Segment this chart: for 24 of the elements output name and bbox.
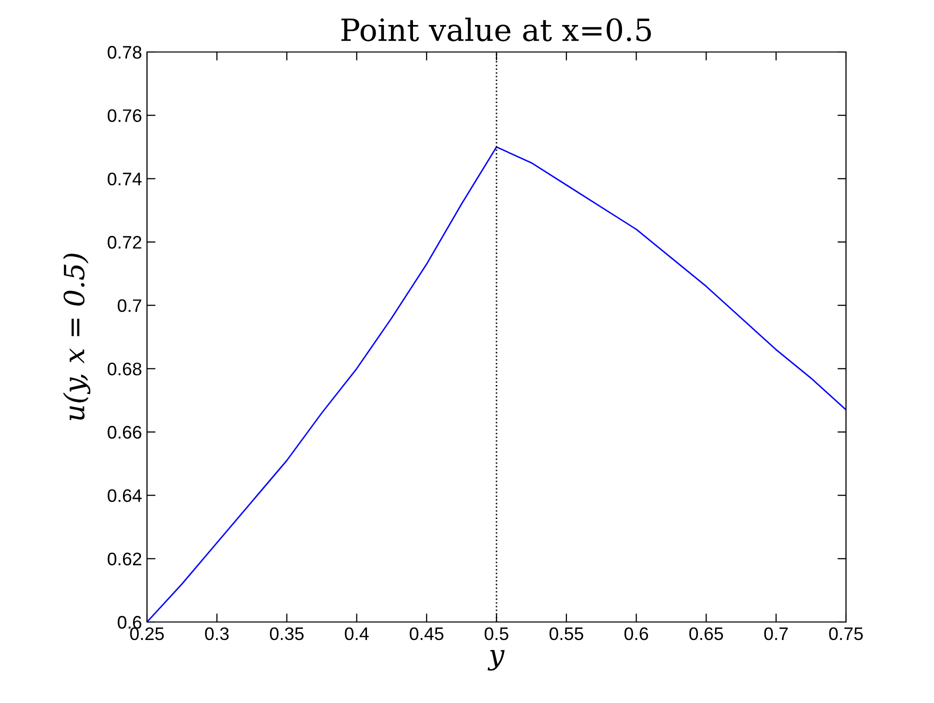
x-tick-label: 0.35 [270,627,304,640]
y-tick-label: 0.66 [108,426,142,439]
y-tick-label: 0.74 [108,172,142,186]
y-axis-title: u(y, x = 0.5) [63,254,90,420]
x-tick-label: 0.5 [484,627,508,640]
x-tick-label: 0.75 [829,627,863,640]
y-tick-label: 0.62 [108,552,142,566]
x-tick-label: 0.4 [344,627,369,640]
x-tick-label: 0.65 [689,627,724,640]
y-tick-label: 0.72 [108,236,142,249]
y-tick-label: 0.64 [108,489,142,502]
x-tick-label: 0.7 [764,627,788,640]
y-tick-label: 0.76 [108,109,142,122]
x-tick-label: 0.6 [624,627,648,640]
y-tick-label: 0.7 [118,299,142,312]
x-tick-label: 0.3 [205,627,229,640]
x-axis-title: y [488,650,505,671]
chart-title: Point value at x=0.5 [341,18,651,42]
x-tick-label: 0.25 [130,627,164,640]
x-tick-label: 0.45 [410,627,444,640]
y-tick-label: 0.78 [108,46,142,59]
y-tick-label: 0.68 [108,362,142,376]
x-tick-label: 0.55 [550,627,584,640]
y-tick-label: 0.6 [118,616,142,629]
